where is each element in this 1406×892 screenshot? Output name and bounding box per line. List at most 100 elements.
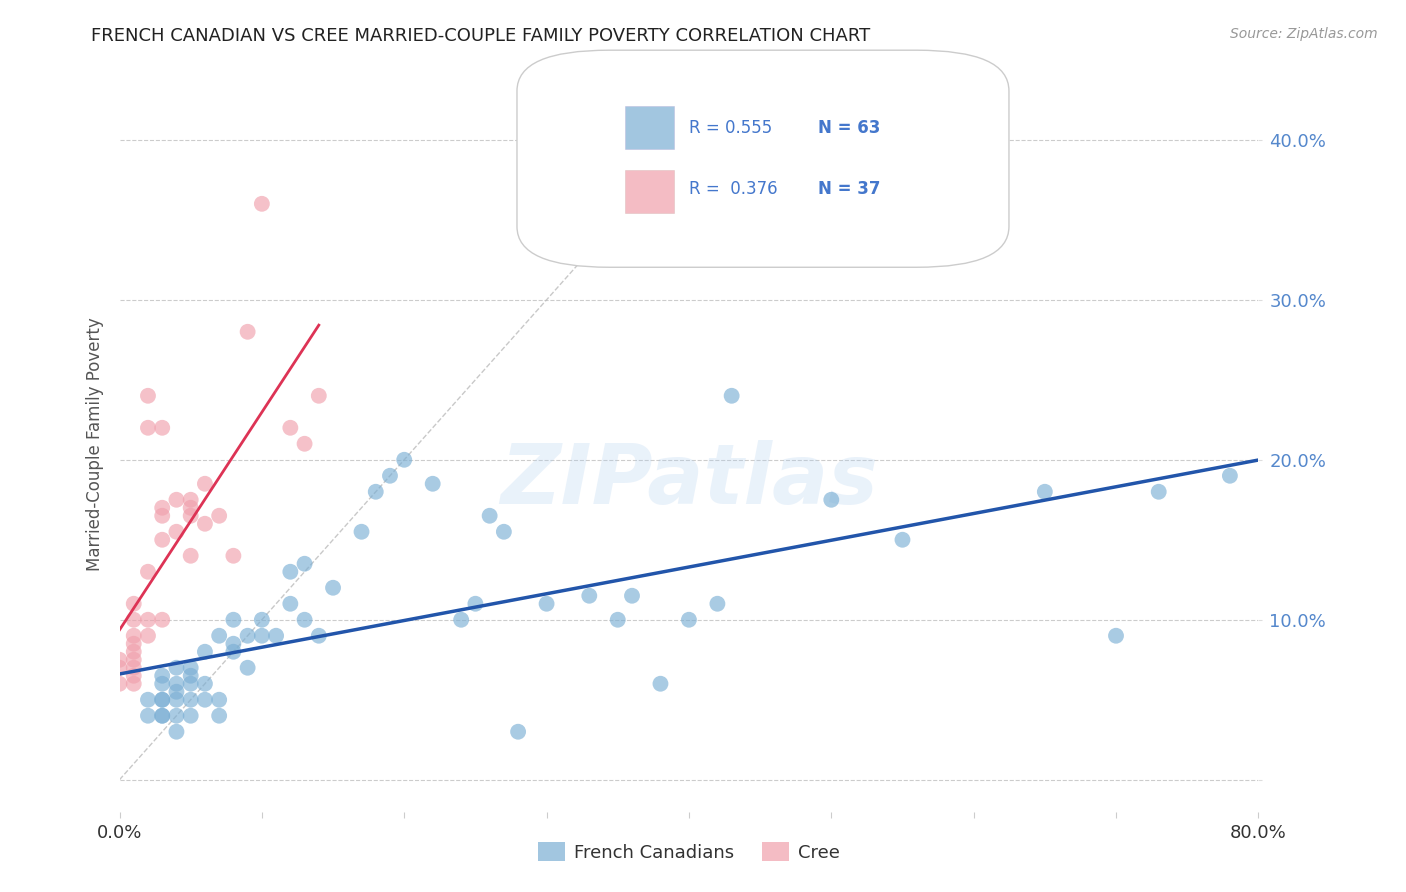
Point <box>180 677 202 691</box>
Point <box>450 613 472 627</box>
Point <box>678 613 700 627</box>
Point <box>208 508 231 523</box>
Point <box>150 669 173 683</box>
Point <box>150 692 173 706</box>
Point <box>222 549 245 563</box>
Point <box>364 484 387 499</box>
Point <box>1105 629 1128 643</box>
Point <box>208 629 231 643</box>
Point <box>280 597 302 611</box>
Point <box>136 421 159 435</box>
Point <box>236 629 259 643</box>
Point <box>706 597 728 611</box>
Point <box>180 549 202 563</box>
Bar <box>624 106 673 149</box>
Point <box>150 421 173 435</box>
Point <box>122 661 145 675</box>
Point <box>166 661 188 675</box>
Point <box>108 653 131 667</box>
Point <box>122 613 145 627</box>
Point <box>422 476 444 491</box>
Point <box>394 452 416 467</box>
Point <box>578 589 600 603</box>
Point <box>621 589 644 603</box>
Point <box>122 677 145 691</box>
Text: N = 63: N = 63 <box>818 119 880 136</box>
Point <box>194 516 217 531</box>
Point <box>194 476 217 491</box>
Point <box>180 692 202 706</box>
Point <box>236 325 259 339</box>
Y-axis label: Married-Couple Family Poverty: Married-Couple Family Poverty <box>86 317 104 571</box>
FancyBboxPatch shape <box>517 50 1010 268</box>
Point <box>136 613 159 627</box>
Point <box>180 708 202 723</box>
Point <box>122 629 145 643</box>
Point <box>166 684 188 698</box>
Text: R = 0.555: R = 0.555 <box>689 119 772 136</box>
Point <box>208 708 231 723</box>
Point <box>108 677 131 691</box>
Point <box>720 389 742 403</box>
Point <box>166 677 188 691</box>
Point <box>150 500 173 515</box>
Point <box>650 677 672 691</box>
Point <box>194 677 217 691</box>
Point <box>108 661 131 675</box>
Point <box>150 613 173 627</box>
Point <box>150 708 173 723</box>
Point <box>294 557 316 571</box>
Point <box>236 661 259 675</box>
Point <box>194 645 217 659</box>
Point <box>122 597 145 611</box>
Point <box>322 581 344 595</box>
Point <box>166 708 188 723</box>
Point <box>250 196 273 211</box>
Point <box>136 389 159 403</box>
Point <box>180 500 202 515</box>
Point <box>136 692 159 706</box>
Point <box>136 708 159 723</box>
Point <box>891 533 914 547</box>
Point <box>478 508 501 523</box>
Text: Source: ZipAtlas.com: Source: ZipAtlas.com <box>1230 27 1378 41</box>
Point <box>464 597 486 611</box>
Point <box>136 629 159 643</box>
Point <box>180 661 202 675</box>
Point <box>122 669 145 683</box>
Point <box>222 645 245 659</box>
Point <box>180 508 202 523</box>
Bar <box>624 169 673 213</box>
Point <box>308 389 330 403</box>
Point <box>180 669 202 683</box>
Point <box>1033 484 1056 499</box>
Point <box>166 724 188 739</box>
Point <box>122 653 145 667</box>
Point <box>378 468 401 483</box>
Point <box>222 613 245 627</box>
Point <box>166 492 188 507</box>
Point <box>492 524 515 539</box>
Point <box>250 629 273 643</box>
Point <box>606 613 628 627</box>
Legend: French Canadians, Cree: French Canadians, Cree <box>531 835 846 869</box>
Point <box>122 645 145 659</box>
Text: ZIPatlas: ZIPatlas <box>501 440 877 521</box>
Point <box>166 524 188 539</box>
Point <box>280 421 302 435</box>
Point <box>194 692 217 706</box>
Point <box>122 637 145 651</box>
Point <box>166 692 188 706</box>
Point <box>150 677 173 691</box>
Point <box>150 692 173 706</box>
Point <box>264 629 287 643</box>
Point <box>294 436 316 450</box>
Text: R =  0.376: R = 0.376 <box>689 179 778 198</box>
Point <box>294 613 316 627</box>
Point <box>150 708 173 723</box>
Point <box>208 692 231 706</box>
Point <box>136 565 159 579</box>
Point <box>222 637 245 651</box>
Point <box>150 533 173 547</box>
Point <box>180 492 202 507</box>
